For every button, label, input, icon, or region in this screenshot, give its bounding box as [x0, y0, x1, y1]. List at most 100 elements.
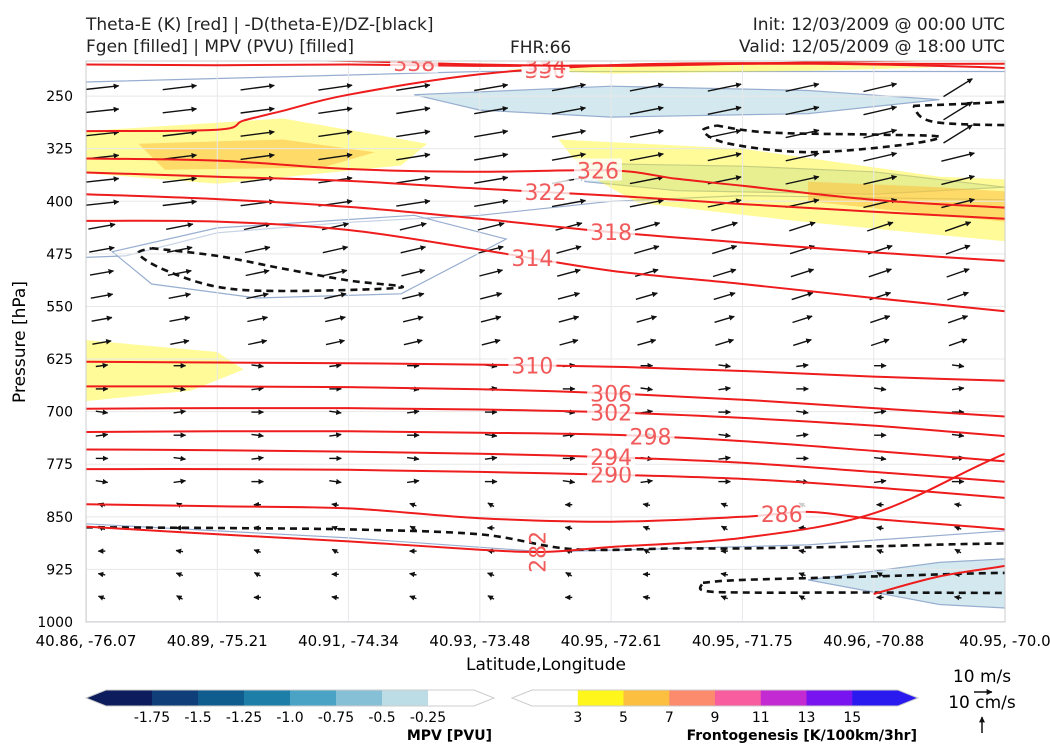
wind-vector [247, 315, 269, 323]
colorbar-tick-label: 13 [798, 710, 816, 726]
colorbar-swatch [244, 690, 291, 706]
wind-vector [481, 338, 501, 346]
wind-vector [720, 525, 728, 532]
colorbar-swatch [428, 690, 475, 706]
filled-fields [86, 63, 1005, 622]
theta-e-label-bg [587, 400, 636, 423]
wind-vector [1023, 222, 1049, 231]
wind-vector [711, 221, 738, 232]
wind-vector [407, 455, 420, 462]
init-time: Init: 12/03/2009 @ 00:00 UTC [752, 15, 1005, 35]
wind-vector [396, 129, 431, 138]
wind-vector [240, 106, 275, 114]
theta-e-label: 302 [590, 401, 632, 426]
wind-vector [474, 129, 509, 138]
wind-vector [785, 175, 820, 185]
ref-vertical-label: 10 cm/s [948, 693, 1016, 713]
wind-vector [173, 455, 187, 462]
theta-e-label-bg [574, 158, 623, 181]
wind-vector [557, 268, 581, 277]
theta-e-label-bg [757, 501, 806, 524]
wind-vector [484, 432, 498, 439]
wind-vector [480, 291, 503, 300]
wind-vector [329, 362, 342, 369]
wind-vector [874, 455, 887, 462]
colorbar-tick-label: 9 [711, 710, 720, 726]
x-tick-label: 40.95, -71.75 [692, 632, 793, 650]
wind-vector [1019, 199, 1050, 208]
dthetae-dz-contours [86, 100, 1005, 595]
wind-vector [707, 105, 742, 115]
wind-vector [323, 268, 348, 277]
wind-vector [790, 268, 815, 278]
wind-vector [1019, 153, 1050, 162]
wind-vector [474, 175, 509, 184]
wind-vector [785, 151, 820, 162]
wind-vector [791, 291, 814, 301]
wind-vector [640, 478, 654, 485]
wind-vector [97, 571, 106, 578]
theta-e-contour [86, 219, 1005, 313]
wind-vector [941, 197, 975, 209]
chart-title: Theta-E (K) [red] | -D(theta-E)/DZ-[blac… [86, 14, 434, 58]
wind-vector [95, 362, 109, 369]
wind-vector [1032, 574, 1039, 575]
colorbar-swatch [577, 690, 625, 706]
wind-vector [712, 268, 737, 278]
wind-vector [714, 315, 735, 323]
title-line-2: Fgen [filled] | MPV (PVU) [filled] [86, 37, 355, 57]
colorbar-swatch [806, 690, 853, 706]
wind-vector [162, 83, 198, 91]
x-tick-label: 40.89, -75.21 [167, 632, 268, 650]
colorbar-extend-low [86, 690, 106, 706]
theta-e-label: 326 [577, 160, 619, 185]
theta-e-label: 322 [525, 181, 567, 206]
theta-e-label: 334 [525, 55, 567, 80]
x-tick-label: 40.95, -72.61 [561, 632, 662, 650]
theta-e-contour [86, 171, 1005, 220]
x-axis-ticks: 40.86, -76.07 40.89, -75.21 40.91, -74.34 4… [36, 632, 1050, 650]
dthetae-dz-contour [86, 526, 1005, 552]
wind-vector [86, 176, 120, 183]
wind-vector [629, 128, 664, 138]
theta-e-label: 290 [590, 464, 632, 489]
colorbar-swatch [532, 690, 579, 706]
wind-vector [551, 198, 587, 208]
wind-vector [248, 338, 268, 346]
wind-vector [1021, 125, 1050, 143]
colorbar-outline [84, 689, 496, 707]
wind-vector [874, 409, 887, 415]
wind-vector [947, 291, 969, 301]
wind-vector [792, 315, 813, 324]
colorbar-outline [510, 689, 920, 707]
wind-vector [86, 106, 120, 114]
wind-vector [92, 339, 112, 345]
wind-vector [633, 221, 661, 232]
wind-vector [402, 292, 425, 300]
wind-vector [487, 595, 495, 601]
y-tick-label: 850 [46, 510, 73, 526]
theta-e-label-bg [508, 246, 557, 269]
wind-vector [1024, 245, 1048, 254]
forecast-hour: FHR:66 [510, 38, 572, 58]
wind-vector [868, 268, 892, 278]
dthetae-dz-contour [912, 100, 1005, 127]
wind-vector [1026, 316, 1045, 323]
colorbar-swatch [760, 690, 808, 706]
wind-vector [718, 385, 731, 392]
theta-e-contour [86, 503, 1005, 595]
colorbar-tick-label: 11 [752, 710, 770, 726]
wind-vector [798, 548, 806, 555]
wind-vector [718, 363, 731, 369]
theta-e-contour [86, 360, 1005, 382]
wind-vector [331, 548, 339, 555]
wind-vector [318, 83, 353, 91]
wind-vector [941, 174, 975, 186]
wind-vector [166, 245, 193, 253]
wind-vector [1019, 176, 1050, 185]
wind-vector [640, 386, 654, 392]
wind-vector [718, 432, 731, 439]
wind-vector [718, 455, 731, 462]
wind-vector [792, 338, 812, 347]
